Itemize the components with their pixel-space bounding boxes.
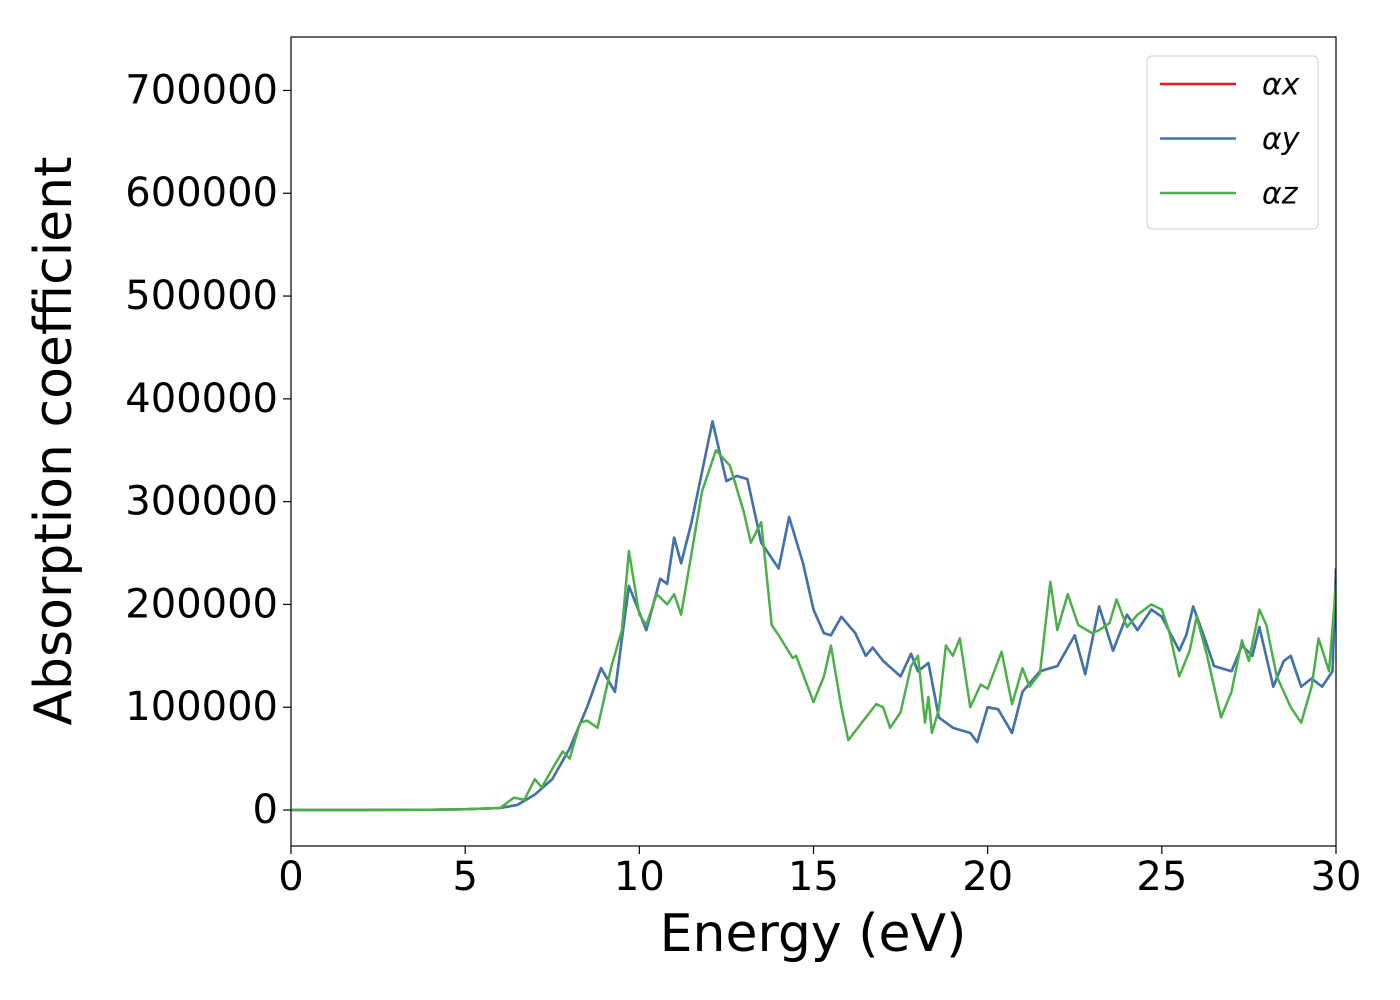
legend-label: αy	[1262, 122, 1301, 157]
x-tick-label: 25	[1136, 854, 1187, 900]
y-tick-label: 700000	[125, 67, 278, 113]
x-axis-label: Energy (eV)	[660, 904, 967, 964]
x-tick-label: 20	[962, 854, 1013, 900]
x-tick-label: 15	[788, 854, 839, 900]
x-tick-label: 5	[452, 854, 477, 900]
x-tick-label: 0	[278, 854, 303, 900]
plot-lines	[291, 420, 1336, 812]
x-tick-label: 30	[1311, 854, 1362, 900]
x-tick-label: 10	[614, 854, 665, 900]
y-tick-label: 500000	[125, 273, 278, 319]
series-line	[291, 420, 1336, 812]
y-tick-label: 100000	[125, 684, 278, 730]
series-line	[291, 448, 1336, 812]
series-line	[291, 420, 1336, 812]
legend-label: αx	[1262, 68, 1300, 103]
y-tick-label: 600000	[125, 170, 278, 216]
legend-box	[1146, 55, 1319, 230]
y-tick-label: 300000	[125, 479, 278, 525]
y-tick-label: 200000	[125, 581, 278, 627]
y-tick-label: 400000	[125, 376, 278, 422]
y-axis-label: Absorption coefficient	[24, 156, 84, 725]
y-tick-label: 0	[253, 787, 278, 833]
legend-label: αz	[1262, 177, 1299, 212]
